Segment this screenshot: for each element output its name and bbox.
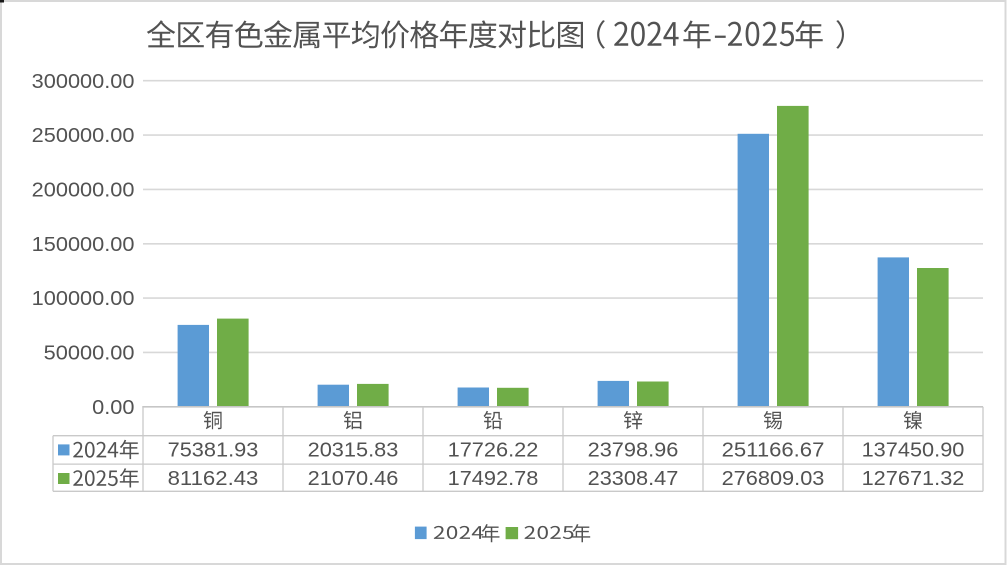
svg-text:250000.00: 250000.00: [32, 124, 135, 147]
svg-text:23308.47: 23308.47: [588, 467, 679, 490]
svg-text:251166.67: 251166.67: [722, 438, 825, 461]
svg-text:150000.00: 150000.00: [32, 233, 135, 256]
svg-text:17492.78: 17492.78: [448, 467, 539, 490]
svg-text:20315.83: 20315.83: [308, 438, 399, 461]
svg-text:81162.43: 81162.43: [168, 467, 259, 490]
svg-text:127671.32: 127671.32: [862, 467, 965, 490]
svg-text:17726.22: 17726.22: [448, 438, 539, 461]
svg-text:200000.00: 200000.00: [32, 179, 135, 202]
svg-text:23798.96: 23798.96: [588, 438, 679, 461]
svg-text:100000.00: 100000.00: [32, 287, 135, 310]
svg-text:50000.00: 50000.00: [44, 342, 135, 365]
svg-text:137450.90: 137450.90: [862, 438, 965, 461]
svg-text:0.00: 0.00: [92, 396, 134, 419]
svg-text:300000.00: 300000.00: [32, 70, 135, 93]
svg-text:21070.46: 21070.46: [308, 467, 399, 490]
svg-text:276809.03: 276809.03: [722, 467, 825, 490]
svg-text:75381.93: 75381.93: [168, 438, 259, 461]
